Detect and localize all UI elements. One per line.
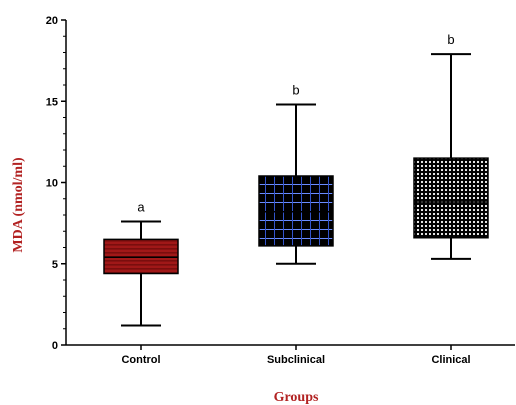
iqr-box-clinical xyxy=(413,157,489,239)
y-tick-label: 5 xyxy=(52,259,58,271)
box-subclinical: b xyxy=(258,83,334,265)
iqr-box-control xyxy=(103,238,179,275)
y-tick-label: 20 xyxy=(46,15,58,27)
y-tick-label: 0 xyxy=(52,340,58,352)
boxes-layer: a b b xyxy=(103,32,489,327)
x-axis-title: Groups xyxy=(274,390,319,405)
box-clinical: b xyxy=(413,32,489,260)
x-tick-label-clinical: Clinical xyxy=(431,354,470,366)
significance-label-clinical: b xyxy=(447,32,454,47)
y-axis-title: MDA (nmol/ml) xyxy=(11,157,26,253)
x-tick-label-control: Control xyxy=(121,354,160,366)
y-tick-label: 15 xyxy=(46,96,58,108)
box-control: a xyxy=(103,200,179,327)
y-tick-label: 10 xyxy=(46,178,58,190)
x-axis: Control Subclinical Clinical xyxy=(66,344,515,366)
significance-label-subclinical: b xyxy=(292,83,299,98)
significance-label-control: a xyxy=(137,200,145,215)
x-tick-label-subclinical: Subclinical xyxy=(267,354,325,366)
iqr-box-subclinical xyxy=(258,175,334,247)
y-axis: 0 5 10 15 20 xyxy=(46,15,67,352)
